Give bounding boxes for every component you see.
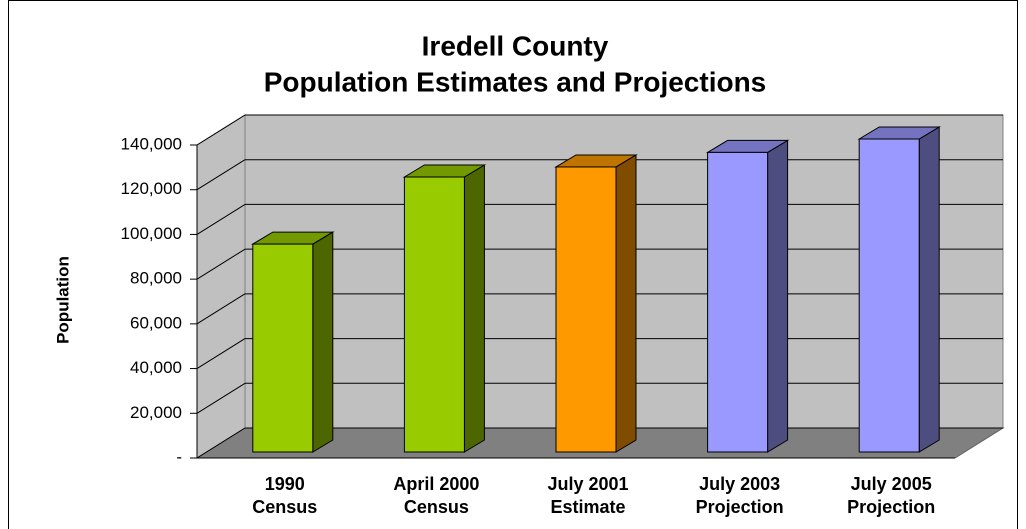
x-tick-label: July 2001 Estimate	[547, 474, 629, 517]
grid-line	[196, 204, 246, 235]
y-tick-label: 80,000	[130, 269, 182, 288]
y-tick-label: 40,000	[130, 358, 182, 377]
y-tick-label: -	[176, 447, 182, 466]
bar	[403, 176, 465, 453]
bar-side	[615, 154, 637, 453]
x-tick-label: July 2003 Projection	[695, 474, 784, 517]
y-tick-label: 20,000	[130, 403, 182, 422]
x-tick-label: July 2005 Projection	[847, 474, 936, 517]
grid-line	[196, 114, 246, 146]
bar	[252, 243, 314, 453]
x-tick-label: April 2000 Census	[393, 474, 480, 517]
bar	[707, 151, 769, 453]
x-tick-label: 1990 Census	[252, 474, 318, 517]
y-tick-label: 60,000	[130, 313, 182, 332]
y-tick-label: 120,000	[121, 179, 182, 198]
bar-side	[463, 164, 485, 453]
bar-side	[918, 126, 940, 453]
chart-title: Iredell County	[422, 30, 609, 61]
y-axis-label: Population	[53, 256, 72, 344]
grid-line	[196, 427, 246, 459]
y-tick-label: 140,000	[121, 134, 182, 153]
grid-line	[196, 159, 246, 191]
grid-line	[196, 248, 246, 280]
y-tick-label: 100,000	[121, 224, 182, 243]
grid-line	[196, 338, 246, 369]
chart-title: Population Estimates and Projections	[264, 66, 767, 97]
grid-line	[196, 382, 246, 414]
side-wall	[196, 114, 246, 459]
bar-side	[312, 231, 334, 453]
bar	[555, 166, 617, 453]
grid-line	[196, 293, 246, 325]
bar-side	[767, 139, 789, 453]
bar	[858, 138, 920, 453]
